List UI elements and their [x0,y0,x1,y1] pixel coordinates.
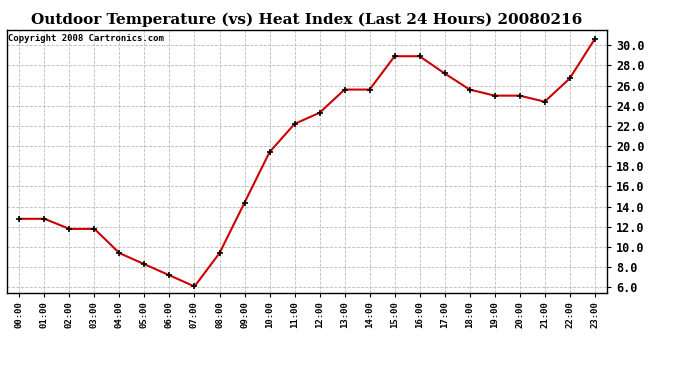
Text: Copyright 2008 Cartronics.com: Copyright 2008 Cartronics.com [8,34,164,43]
Title: Outdoor Temperature (vs) Heat Index (Last 24 Hours) 20080216: Outdoor Temperature (vs) Heat Index (Las… [32,13,582,27]
